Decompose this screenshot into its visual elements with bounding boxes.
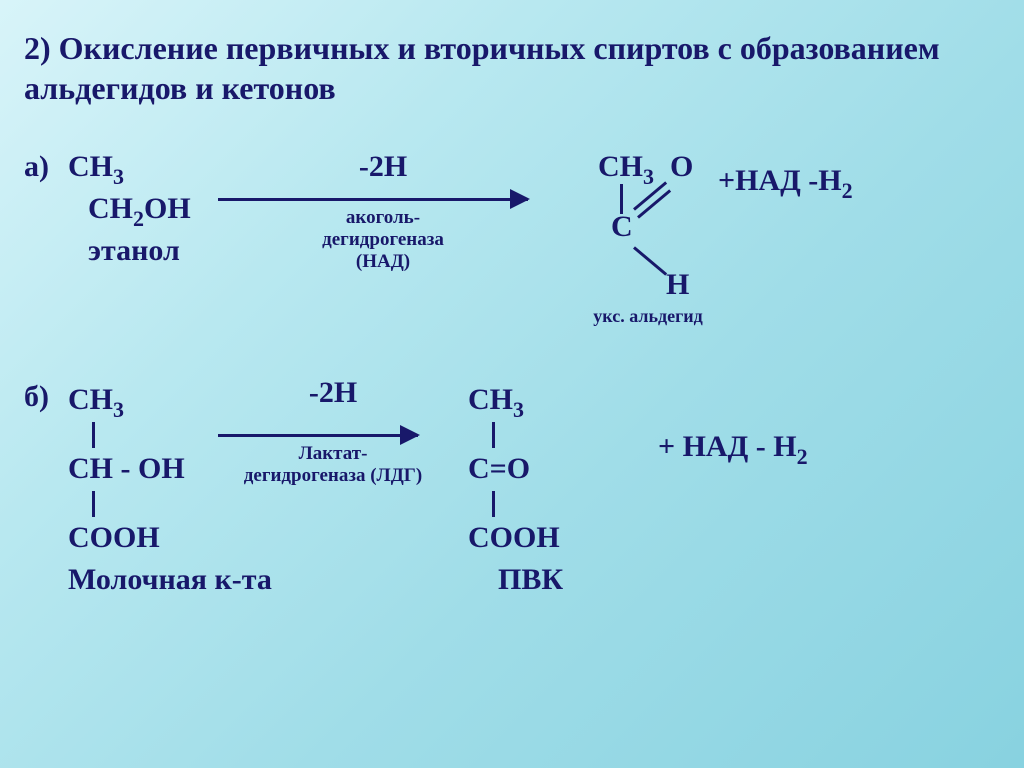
product-a-c: С [611, 210, 633, 244]
slide-content: 2) Окисление первичных и вторичных спирт… [0, 0, 1024, 617]
arrow-a-enzyme-l3: (НАД) [218, 251, 548, 273]
arrow-b-enzyme-l2: дегидрогеназа (ЛДГ) [218, 465, 448, 487]
arrow-a-line-icon [218, 198, 528, 201]
coproduct-a: +НАД -Н2 [718, 164, 853, 198]
product-a-name: укс. альдегид [578, 306, 718, 327]
product-a-structure: СН3 С О Н укс. альдегид [548, 150, 718, 310]
reagent-b-l3: СООН [68, 518, 248, 559]
reagent-a: СН3 СН2ОН этанол [68, 150, 218, 268]
arrow-a: -2Н акоголь- дегидрогеназа (НАД) [218, 180, 548, 273]
arrow-b-top-label: -2Н [309, 376, 357, 410]
product-a-ch3: СН3 [598, 150, 654, 184]
product-a-single-bond-icon [633, 246, 667, 275]
reagent-a-line2-tail: ОН [144, 192, 191, 225]
product-b-l3: СООН [468, 518, 628, 559]
product-b-l1-sub: 3 [513, 397, 524, 422]
reagent-b-l1-sub: 3 [113, 397, 124, 422]
reagent-a-line2-sub: 2 [133, 206, 144, 231]
reaction-b-letter: б) [24, 380, 68, 414]
reagent-b-l1: СН [68, 383, 113, 416]
product-b: СН3 С=О СООН [468, 380, 628, 559]
coproduct-b: + НАД - Н2 [658, 430, 808, 464]
reagent-a-line1: СН [68, 150, 113, 183]
reaction-a-letter: а) [24, 150, 68, 184]
product-a-h: Н [666, 268, 689, 302]
slide-title: 2) Окисление первичных и вторичных спирт… [24, 28, 1004, 108]
reagent-a-name: этанол [88, 234, 218, 268]
reagent-a-line1-sub: 3 [113, 164, 124, 189]
arrow-b-line-icon [218, 434, 418, 437]
product-b-vbond2-icon [492, 491, 495, 517]
arrow-a-enzyme-l2: дегидрогеназа [218, 229, 548, 251]
product-b-name: ПВК [498, 563, 563, 597]
arrow-a-enzyme: акоголь- дегидрогеназа (НАД) [218, 207, 548, 273]
reagent-b-vbond1-icon [92, 422, 95, 448]
reaction-a: а) СН3 СН2ОН этанол -2Н акоголь- дегидро… [24, 150, 1004, 310]
arrow-b: -2Н Лактат- дегидрогеназа (ЛДГ) [218, 416, 448, 487]
coproduct-a-sub: 2 [842, 178, 853, 203]
coproduct-b-sub: 2 [797, 444, 808, 469]
arrow-a-enzyme-l1: акоголь- [218, 207, 548, 229]
product-a-ch3-sub: 3 [643, 164, 654, 189]
product-b-vbond1-icon [492, 422, 495, 448]
reagent-a-line2: СН [88, 192, 133, 225]
product-a-ch3-text: СН [598, 150, 643, 183]
reaction-b: б) СН3 СН - ОН СООН -2Н Лактат- [24, 380, 1004, 597]
product-b-l1: СН [468, 383, 513, 416]
product-a-o: О [670, 150, 693, 184]
coproduct-a-text: +НАД -Н [718, 164, 842, 197]
coproduct-b-text: + НАД - Н [658, 430, 797, 463]
reagent-b-name: Молочная к-та [68, 563, 368, 597]
reagent-b-vbond2-icon [92, 491, 95, 517]
arrow-b-enzyme-l1: Лактат- [218, 443, 448, 465]
arrow-a-top-label: -2Н [359, 150, 407, 184]
arrow-b-enzyme: Лактат- дегидрогеназа (ЛДГ) [218, 443, 448, 487]
